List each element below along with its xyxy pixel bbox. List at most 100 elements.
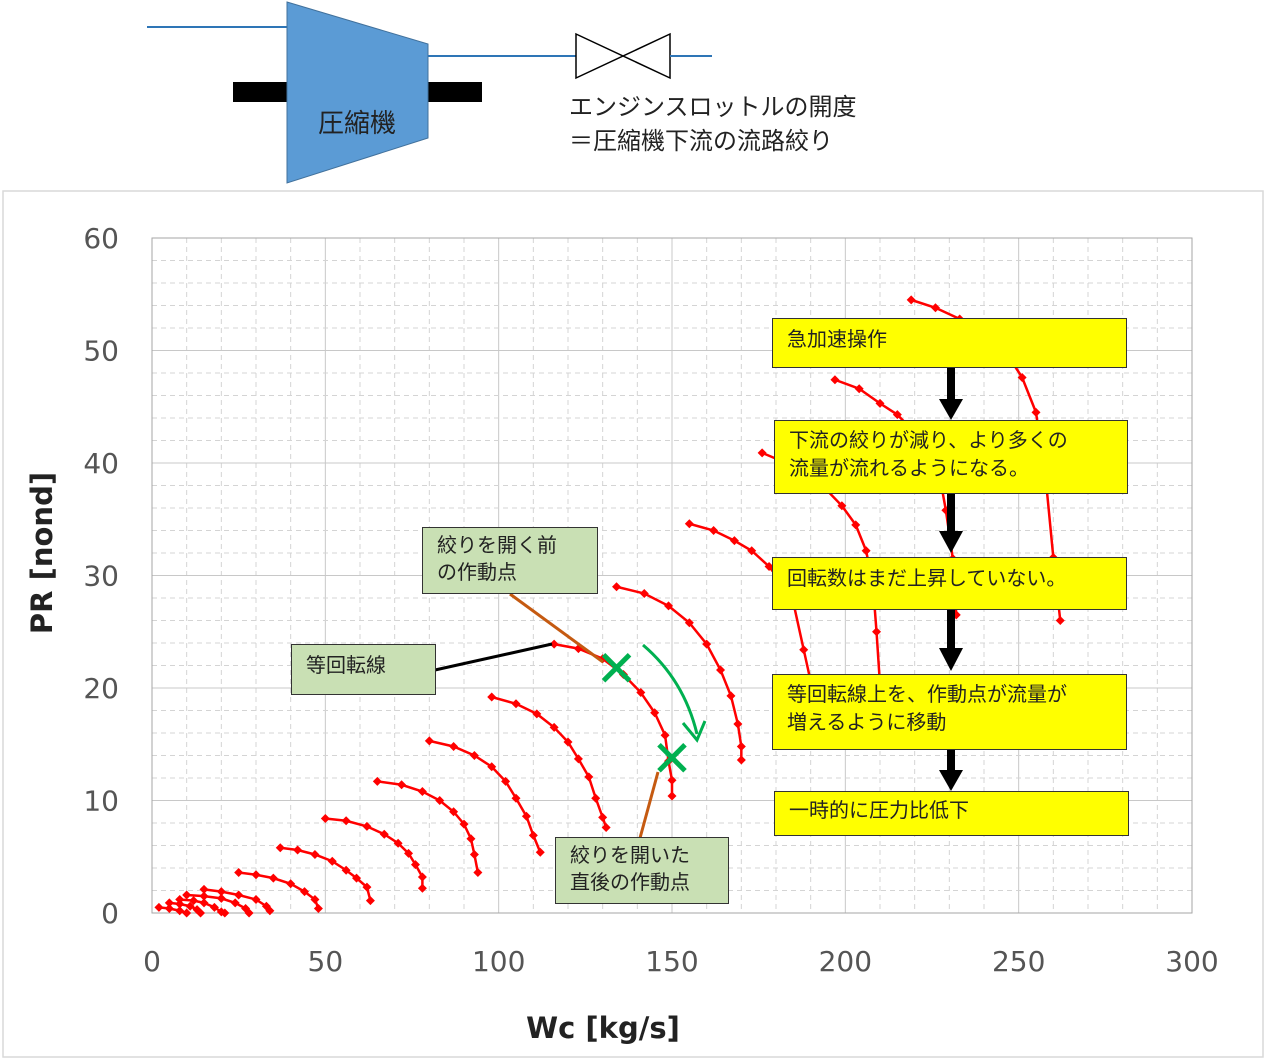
plot-border (151, 237, 1193, 914)
y-tick-label: 20 (83, 672, 119, 705)
data-point (757, 448, 767, 458)
step-box-4: 等回転線上を、作動点が流量が 増えるように移動 (772, 674, 1127, 750)
data-point (639, 589, 649, 598)
data-point (612, 582, 622, 592)
data-point (417, 787, 427, 796)
data-point (930, 303, 940, 313)
data-point (598, 812, 608, 822)
data-point (764, 562, 774, 571)
data-point (1055, 616, 1065, 625)
data-point (501, 776, 511, 786)
speed-line-4 (182, 890, 254, 918)
data-point (320, 814, 330, 823)
data-point (636, 688, 646, 697)
data-point (397, 780, 407, 790)
y-tick-label: 60 (83, 222, 119, 255)
data-point (469, 751, 479, 760)
data-point (473, 868, 483, 877)
data-point (591, 793, 601, 803)
data-point (709, 526, 719, 535)
data-point (313, 904, 323, 913)
data-point (234, 868, 244, 877)
data-point (341, 865, 351, 875)
y-tick-label: 50 (83, 335, 119, 368)
data-point (372, 776, 382, 786)
speed-line-5 (199, 884, 275, 916)
data-point (216, 893, 226, 903)
data-point (511, 793, 521, 803)
data-point (362, 821, 372, 831)
data-point (182, 890, 192, 900)
data-point (327, 856, 337, 866)
data-point (189, 896, 199, 906)
data-point (379, 829, 389, 839)
data-point (667, 775, 677, 785)
speed-line-6 (234, 868, 323, 913)
tick-labels: 0 50 100 150 200 250 300 0 10 20 30 40 50 60 (83, 222, 1218, 978)
data-point (182, 908, 192, 918)
throttle-label: エンジンスロットルの開度 (569, 93, 857, 121)
shaft-left (233, 82, 289, 102)
data-point (251, 870, 261, 880)
compressor-label: 圧縮機 (318, 109, 397, 139)
x-axis-label: Wc [kg/s] (526, 1011, 680, 1045)
data-point (747, 546, 757, 556)
compressor-shape (286, 1, 429, 184)
data-point (684, 519, 694, 529)
before-point-leader (509, 592, 604, 664)
data-point (872, 627, 882, 637)
speed-line-9 (372, 776, 483, 877)
data-point (199, 884, 209, 894)
data-point (854, 384, 864, 394)
data-point (667, 791, 677, 801)
data-point (729, 536, 739, 546)
data-point (424, 736, 434, 746)
data-point (664, 601, 674, 611)
data-point (601, 823, 611, 832)
throttle-note: ＝圧縮機下流の流路絞り (569, 127, 833, 155)
data-point (549, 722, 559, 732)
data-point (487, 692, 497, 702)
data-point (584, 772, 594, 782)
data-point (837, 501, 847, 511)
data-point (469, 850, 479, 859)
speed-line-7 (275, 843, 375, 906)
x-tick-label: 200 (819, 945, 872, 978)
throttle-valve-icon (575, 32, 671, 80)
data-point (196, 908, 206, 918)
data-point (449, 742, 459, 751)
data-point (175, 895, 185, 904)
step-box-3: 回転数はまだ上昇していない。 (772, 557, 1127, 610)
after-point-leader (638, 771, 660, 839)
data-point (1031, 407, 1041, 417)
speed-line-3 (175, 895, 230, 918)
data-point (265, 906, 275, 916)
data-point (341, 816, 351, 826)
step-box-2: 下流の絞りが減り、より多くの 流量が流れるようになる。 (774, 420, 1128, 494)
data-point (466, 834, 476, 844)
data-point (310, 850, 320, 859)
data-point (164, 898, 174, 908)
data-point (726, 691, 736, 701)
data-point (459, 819, 469, 829)
y-axis-label: PR [nond] (25, 472, 59, 634)
data-point (861, 546, 871, 556)
data-point (532, 709, 542, 719)
data-point (660, 730, 670, 740)
data-point (234, 890, 244, 900)
data-point (511, 699, 521, 709)
data-point (736, 755, 746, 765)
data-point (830, 375, 840, 385)
data-point (244, 908, 254, 918)
x-tick-label: 0 (143, 945, 161, 978)
data-point (528, 830, 538, 840)
data-point (310, 895, 320, 904)
speed-line-8 (320, 814, 427, 893)
y-tick-label: 10 (83, 785, 119, 818)
step-box-5: 一時的に圧力比低下 (774, 791, 1129, 836)
data-point (435, 796, 445, 805)
before-open-note: 絞りを開く前 の作動点 (422, 527, 598, 594)
data-point (573, 754, 583, 764)
data-point (733, 719, 743, 729)
data-point (535, 847, 545, 857)
